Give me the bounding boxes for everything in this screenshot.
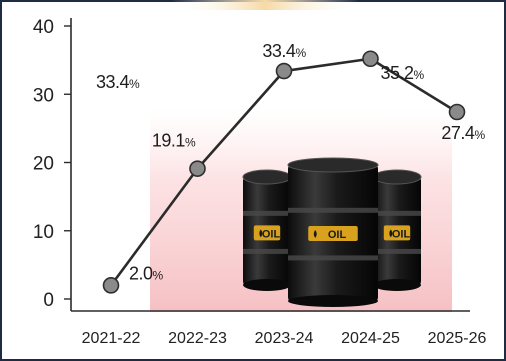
data-label: 19.1% xyxy=(152,131,196,151)
oil-barrel-left: OIL xyxy=(242,169,292,291)
barrel-label-text: OIL xyxy=(262,228,281,240)
x-tick-label: 2021-22 xyxy=(82,330,141,347)
data-point[interactable] xyxy=(362,50,379,68)
y-tick-label: 20 xyxy=(33,154,54,175)
top-accent-bar xyxy=(170,0,360,10)
data-label: 33.4% xyxy=(262,41,306,61)
barrel-label xyxy=(308,226,358,241)
oil-drop-icon xyxy=(313,230,317,238)
annotation-label: 33.4% xyxy=(96,72,140,92)
oil-drop-icon xyxy=(259,229,263,238)
x-tick-label: 2024-25 xyxy=(341,330,400,347)
data-point[interactable] xyxy=(448,103,466,121)
data-point[interactable] xyxy=(102,277,120,294)
y-tick-label: 40 xyxy=(33,17,54,38)
barrel-label-text: OIL xyxy=(328,229,347,241)
x-tick-label: 2025-26 xyxy=(428,330,487,347)
oil-barrels-illustration: OIL OIL OIL xyxy=(242,157,422,307)
oil-barrel-center: OIL xyxy=(287,157,379,307)
y-tick-label: 30 xyxy=(33,85,54,106)
data-label: 2.0% xyxy=(129,263,164,283)
data-point[interactable] xyxy=(189,160,206,177)
data-label: 35.2% xyxy=(381,63,425,83)
y-tick-label: 0 xyxy=(43,290,54,311)
oil-barrel-right: OIL xyxy=(372,169,422,291)
data-point[interactable] xyxy=(275,62,293,80)
x-tick-label: 2023-24 xyxy=(255,330,314,347)
data-label: 27.4% xyxy=(441,123,485,143)
x-tick-label: 2022-23 xyxy=(168,330,227,347)
y-tick-label: 10 xyxy=(33,222,54,243)
oil-drop-icon xyxy=(389,229,393,238)
barrel-label-text: OIL xyxy=(392,228,411,240)
